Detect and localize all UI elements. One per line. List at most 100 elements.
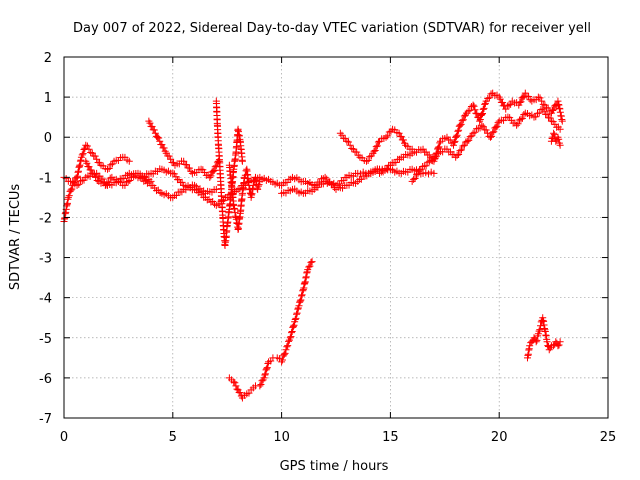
data-points (60, 89, 566, 402)
data-point (343, 137, 351, 145)
data-point (79, 150, 87, 158)
data-point (257, 381, 265, 389)
x-tick-label: 25 (600, 430, 617, 445)
data-point (293, 309, 301, 317)
data-point (280, 351, 288, 359)
data-point (87, 166, 95, 174)
y-tick-label: -3 (39, 252, 52, 267)
data-point (485, 94, 493, 102)
data-point (256, 382, 264, 390)
data-point (123, 178, 131, 186)
data-point (516, 116, 524, 124)
data-point (392, 158, 400, 166)
data-point (293, 310, 301, 318)
data-point (539, 100, 547, 108)
data-point (372, 143, 380, 151)
data-point (469, 101, 477, 109)
data-point (451, 137, 459, 145)
data-point (479, 109, 487, 117)
data-point (289, 322, 297, 330)
data-point (399, 136, 407, 144)
x-tick-label: 5 (169, 430, 177, 445)
data-point (456, 121, 464, 129)
data-point (478, 121, 486, 129)
data-point (457, 120, 465, 128)
data-point (373, 142, 381, 150)
data-point (436, 139, 444, 147)
data-point (376, 169, 384, 177)
data-point (414, 170, 422, 178)
data-point (91, 152, 99, 160)
data-point (493, 122, 501, 130)
data-point (348, 144, 356, 152)
data-point (503, 102, 511, 110)
y-tick-label: -1 (39, 171, 52, 186)
data-point (526, 342, 534, 350)
data-point (550, 129, 558, 137)
data-point (96, 172, 104, 180)
data-point (85, 145, 93, 153)
data-point (87, 148, 95, 156)
y-tick-label: -4 (39, 292, 52, 307)
data-point (476, 116, 484, 124)
data-point (307, 258, 315, 266)
data-point (466, 106, 474, 114)
data-point (544, 104, 552, 112)
data-point (459, 142, 467, 150)
data-point (533, 336, 541, 344)
data-point (517, 115, 525, 123)
data-point (345, 138, 353, 146)
data-point (549, 107, 557, 115)
data-point (415, 166, 423, 174)
data-point (180, 157, 188, 165)
data-point (435, 143, 443, 151)
data-point (151, 129, 159, 137)
data-point (191, 181, 199, 189)
data-point (556, 338, 564, 346)
grid-lines (64, 57, 608, 418)
data-point (291, 315, 299, 323)
data-point (125, 157, 133, 165)
data-point (263, 364, 271, 372)
data-point (172, 173, 180, 181)
data-point (357, 175, 365, 183)
y-tick-label: 1 (44, 91, 52, 106)
data-point (505, 101, 513, 109)
data-point (295, 302, 303, 310)
data-point (382, 133, 390, 141)
data-point (287, 175, 295, 183)
data-point (459, 116, 467, 124)
data-point (478, 110, 486, 118)
data-point (65, 192, 73, 200)
data-point (422, 148, 430, 156)
data-point (172, 191, 180, 199)
data-point (150, 126, 158, 134)
data-point (230, 378, 238, 386)
data-point (249, 181, 257, 189)
data-point (106, 174, 114, 182)
data-point (71, 178, 79, 186)
data-point (457, 146, 465, 154)
data-point (70, 179, 78, 187)
data-point (160, 144, 168, 152)
data-point (482, 126, 490, 134)
data-point (210, 167, 218, 175)
y-tick-label: -7 (39, 412, 52, 427)
data-point (308, 258, 316, 266)
data-point (297, 296, 305, 304)
data-point (419, 145, 427, 153)
data-point (456, 147, 464, 155)
data-point (353, 148, 361, 156)
data-point (283, 179, 291, 187)
data-point (82, 141, 90, 149)
data-point (465, 136, 473, 144)
data-point (517, 98, 525, 106)
data-point (427, 156, 435, 164)
data-point (470, 102, 478, 110)
data-point (481, 100, 489, 108)
data-point (535, 109, 543, 117)
data-point (254, 182, 262, 190)
data-point (507, 100, 515, 108)
data-point (297, 292, 305, 300)
data-point (479, 123, 487, 131)
